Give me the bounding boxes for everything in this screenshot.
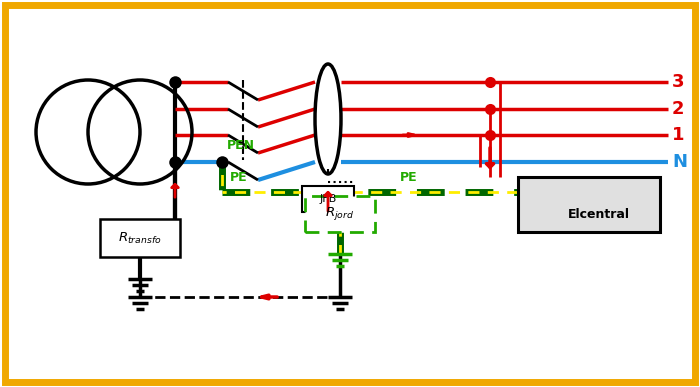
Text: $R_{jord}$: $R_{jord}$	[326, 205, 355, 223]
Text: N: N	[672, 153, 687, 171]
Text: 3: 3	[672, 73, 685, 91]
FancyBboxPatch shape	[518, 177, 660, 232]
Text: Elcentral: Elcentral	[568, 209, 630, 221]
Text: 1: 1	[672, 126, 685, 144]
Text: 2: 2	[672, 100, 685, 118]
FancyBboxPatch shape	[100, 219, 180, 257]
Text: $R_{transfo}$: $R_{transfo}$	[118, 230, 162, 245]
Text: PE: PE	[400, 171, 418, 184]
Text: PEN: PEN	[227, 139, 255, 152]
Text: PE: PE	[230, 171, 248, 184]
FancyBboxPatch shape	[305, 196, 375, 232]
FancyBboxPatch shape	[302, 186, 354, 212]
Text: JFB: JFB	[319, 194, 337, 204]
